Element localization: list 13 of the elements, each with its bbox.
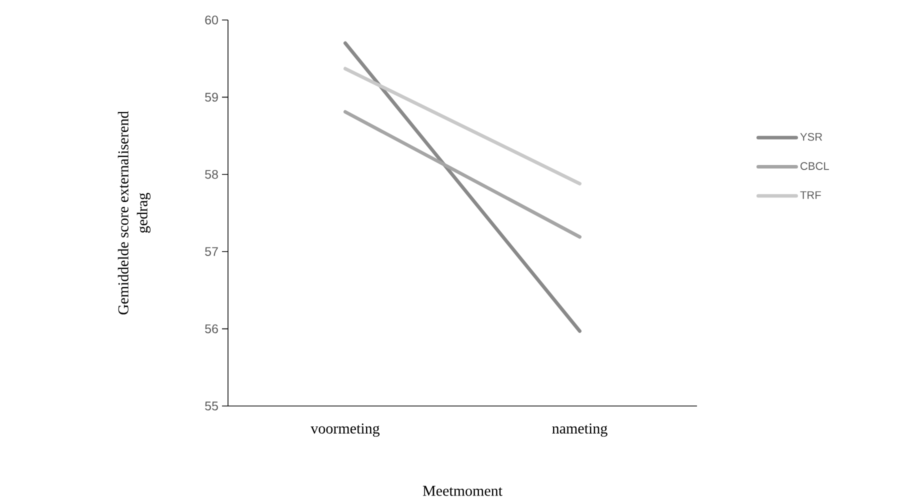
legend-label: YSR: [800, 132, 822, 141]
x-tick-label: nameting: [552, 424, 608, 437]
legend-label: CBCL: [800, 162, 829, 170]
y-axis-title: Gemiddelde score externaliserend gedrag: [118, 111, 151, 314]
y-tick-label: 55: [205, 402, 218, 410]
y-tick-label: 60: [205, 16, 218, 24]
y-tick-label: 59: [205, 92, 218, 102]
x-tick-label: voormeting: [310, 424, 380, 437]
x-axis-title: Meetmoment: [422, 486, 502, 496]
y-tick-label: 57: [205, 247, 218, 256]
legend-label: TRF: [800, 191, 821, 199]
y-tick-label: 56: [205, 324, 218, 334]
y-tick-label: 58: [205, 170, 218, 179]
